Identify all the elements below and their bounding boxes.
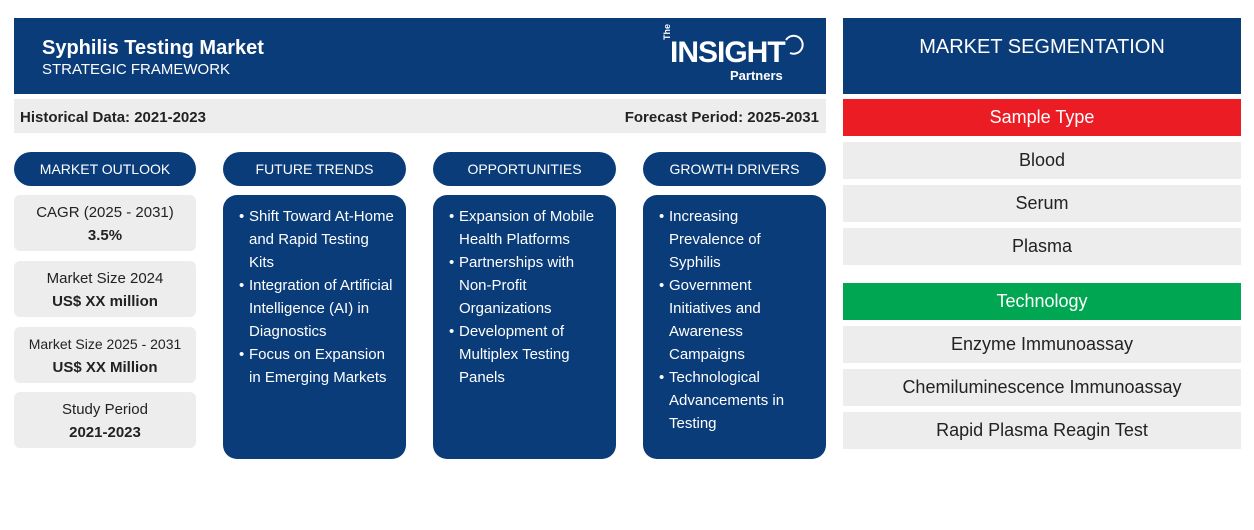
header-banner: Syphilis Testing Market STRATEGIC FRAMEW… xyxy=(14,18,826,94)
list-item: Shift Toward At-Home and Rapid Testing K… xyxy=(239,205,396,274)
logo-insight-text: INSIGHT xyxy=(670,36,786,69)
growth-drivers-panel: Increasing Prevalence of Syphilis Govern… xyxy=(643,195,826,459)
page-subtitle: STRATEGIC FRAMEWORK xyxy=(42,61,231,78)
segment-item: Plasma xyxy=(843,228,1241,265)
stat-value: US$ XX million xyxy=(52,293,158,310)
list-item: Government Initiatives and Awareness Cam… xyxy=(659,274,816,366)
segment-item: Rapid Plasma Reagin Test xyxy=(843,412,1241,449)
segment-item: Chemiluminescence Immunoassay xyxy=(843,369,1241,406)
stat-value: 3.5% xyxy=(87,227,123,244)
logo-arc-icon xyxy=(785,34,804,55)
stat-market-size-2024: Market Size 2024 US$ XX million xyxy=(14,261,196,317)
list-item: Development of Multiplex Testing Panels xyxy=(449,320,606,389)
segment-sample-type-header: Sample Type xyxy=(843,99,1241,136)
period-bar: Historical Data: 2021-2023 Forecast Peri… xyxy=(14,99,826,133)
list-item: Expansion of Mobile Health Platforms xyxy=(449,205,606,251)
list-item: Partnerships with Non-Profit Organizatio… xyxy=(449,251,606,320)
historical-data-label: Historical Data: 2021-2023 xyxy=(20,109,206,126)
stat-value: US$ XX Million xyxy=(52,359,158,376)
stat-label: Study Period xyxy=(62,401,148,418)
opportunities-heading: OPPORTUNITIES xyxy=(433,152,616,186)
market-segmentation-heading: MARKET SEGMENTATION xyxy=(843,18,1241,94)
future-trends-heading: FUTURE TRENDS xyxy=(223,152,406,186)
market-outlook-heading: MARKET OUTLOOK xyxy=(14,152,196,186)
insight-partners-logo: The INSIGHT Partners xyxy=(662,24,804,84)
future-trends-panel: Shift Toward At-Home and Rapid Testing K… xyxy=(223,195,406,459)
stat-study-period: Study Period 2021-2023 xyxy=(14,392,196,448)
stat-label: Market Size 2024 xyxy=(46,270,164,287)
list-item: Integration of Artificial Intelligence (… xyxy=(239,274,396,343)
segment-item: Serum xyxy=(843,185,1241,222)
segment-item: Blood xyxy=(843,142,1241,179)
list-item: Focus on Expansion in Emerging Markets xyxy=(239,343,396,389)
list-item: Technological Advancements in Testing xyxy=(659,366,816,435)
segment-technology-header: Technology xyxy=(843,283,1241,320)
forecast-period-label: Forecast Period: 2025-2031 xyxy=(624,109,819,126)
opportunities-panel: Expansion of Mobile Health Platforms Par… xyxy=(433,195,616,459)
stat-market-size-forecast: Market Size 2025 - 2031 US$ XX Million xyxy=(14,327,196,383)
stat-value: 2021-2023 xyxy=(69,424,141,441)
growth-drivers-heading: GROWTH DRIVERS xyxy=(643,152,826,186)
stat-cagr: CAGR (2025 - 2031) 3.5% xyxy=(14,195,196,251)
segment-item: Enzyme Immunoassay xyxy=(843,326,1241,363)
stat-label: CAGR (2025 - 2031) xyxy=(36,204,174,221)
page-title: Syphilis Testing Market xyxy=(42,37,264,59)
list-item: Increasing Prevalence of Syphilis xyxy=(659,205,816,274)
stat-label: Market Size 2025 - 2031 xyxy=(28,336,182,352)
logo-partners-text: Partners xyxy=(730,68,783,83)
